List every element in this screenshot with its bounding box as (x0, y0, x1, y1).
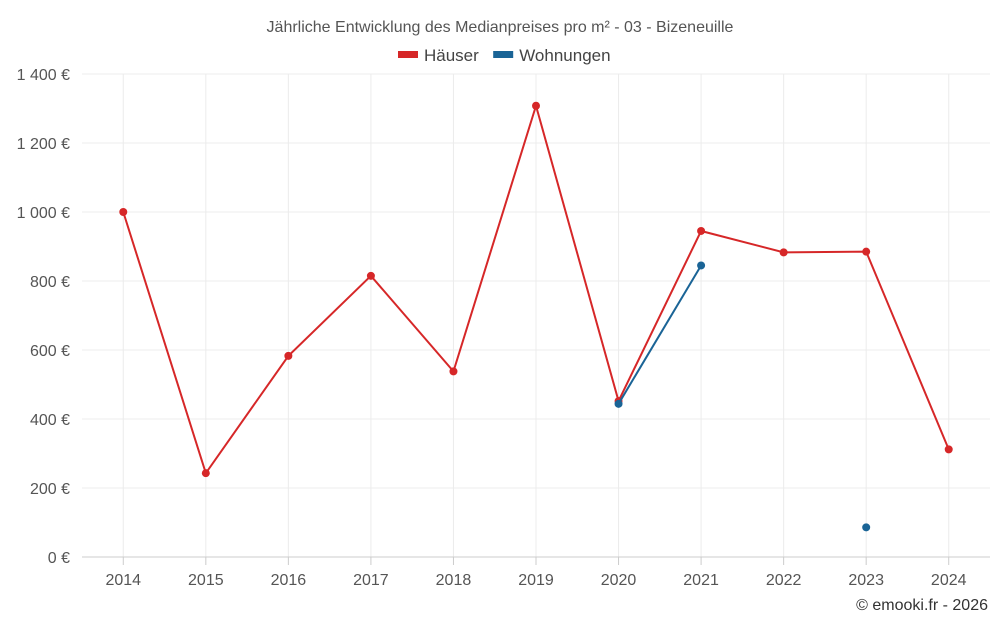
data-point[interactable] (119, 208, 128, 216)
x-tick-label: 2019 (518, 572, 554, 589)
data-point[interactable] (779, 248, 788, 257)
x-tick-label: 2014 (105, 572, 141, 589)
legend-swatch (493, 51, 514, 58)
data-point[interactable] (614, 399, 623, 408)
data-point[interactable] (697, 261, 706, 270)
data-point[interactable] (366, 271, 375, 280)
data-point[interactable] (944, 445, 953, 454)
x-tick-label: 2024 (931, 572, 967, 589)
x-tick-label: 2015 (188, 572, 224, 589)
y-tick-label: 400 € (30, 412, 70, 429)
x-axis: 2014 2015 2016 2017 2018 2019 2020 2021 2022 2023… (82, 556, 990, 589)
legend-label: Häuser (424, 46, 479, 65)
grid (82, 73, 990, 558)
x-tick-label: 2016 (271, 572, 307, 589)
data-point[interactable] (201, 469, 210, 478)
series-h-user (119, 101, 953, 478)
y-tick-label: 600 € (30, 343, 70, 360)
legend-item-wohnungen[interactable]: Wohnungen (493, 46, 611, 65)
data-point[interactable] (532, 101, 540, 110)
y-tick-label: 200 € (30, 481, 70, 498)
legend: Häuser Wohnungen (398, 46, 611, 65)
credit-text: © emooki.fr - 2026 (856, 597, 988, 614)
series-wohnungen (614, 261, 871, 532)
x-tick-label: 2017 (353, 572, 389, 589)
y-tick-label: 0 € (48, 550, 70, 567)
data-point[interactable] (862, 247, 871, 256)
chart-title: Jährliche Entwicklung des Medianpreises … (267, 19, 734, 36)
y-tick-label: 1 200 € (17, 136, 70, 153)
x-tick-label: 2020 (601, 572, 637, 589)
legend-item-h-user[interactable]: Häuser (398, 46, 479, 65)
data-point[interactable] (862, 523, 871, 532)
legend-swatch (398, 51, 418, 58)
plot-area (119, 101, 953, 532)
data-point[interactable] (697, 226, 706, 235)
legend-label: Wohnungen (519, 46, 610, 65)
data-point[interactable] (284, 351, 293, 360)
x-tick-label: 2022 (766, 572, 802, 589)
x-tick-label: 2018 (436, 572, 472, 589)
data-point[interactable] (449, 367, 458, 376)
x-tick-label: 2023 (848, 572, 884, 589)
y-tick-label: 800 € (30, 274, 70, 291)
y-tick-label: 1 000 € (17, 205, 70, 222)
series-line (617, 264, 702, 405)
x-tick-label: 2021 (683, 572, 719, 589)
y-tick-label: 1 400 € (17, 67, 70, 84)
y-axis: 0 € 200 € 400 € 600 € 800 € 1 000 € 1 200 € 1 4… (17, 67, 70, 567)
